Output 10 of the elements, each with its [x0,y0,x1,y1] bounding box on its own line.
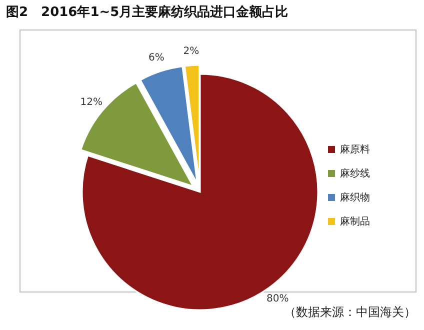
legend-label: 麻制品 [340,216,370,228]
data-label: 12% [80,96,102,108]
text: （数据来源：中国海关） [284,305,416,319]
chart-title: 图2 2016年1~5月主要麻纺织品进口金额占比 [6,4,288,20]
legend-label: 麻纱线 [340,168,370,180]
legend-label: 麻原料 [340,144,370,156]
data-label: 2% [183,46,200,58]
data-label: 6% [148,52,164,64]
data-label: 80% [266,294,289,305]
legend-label: 麻织物 [340,192,370,204]
